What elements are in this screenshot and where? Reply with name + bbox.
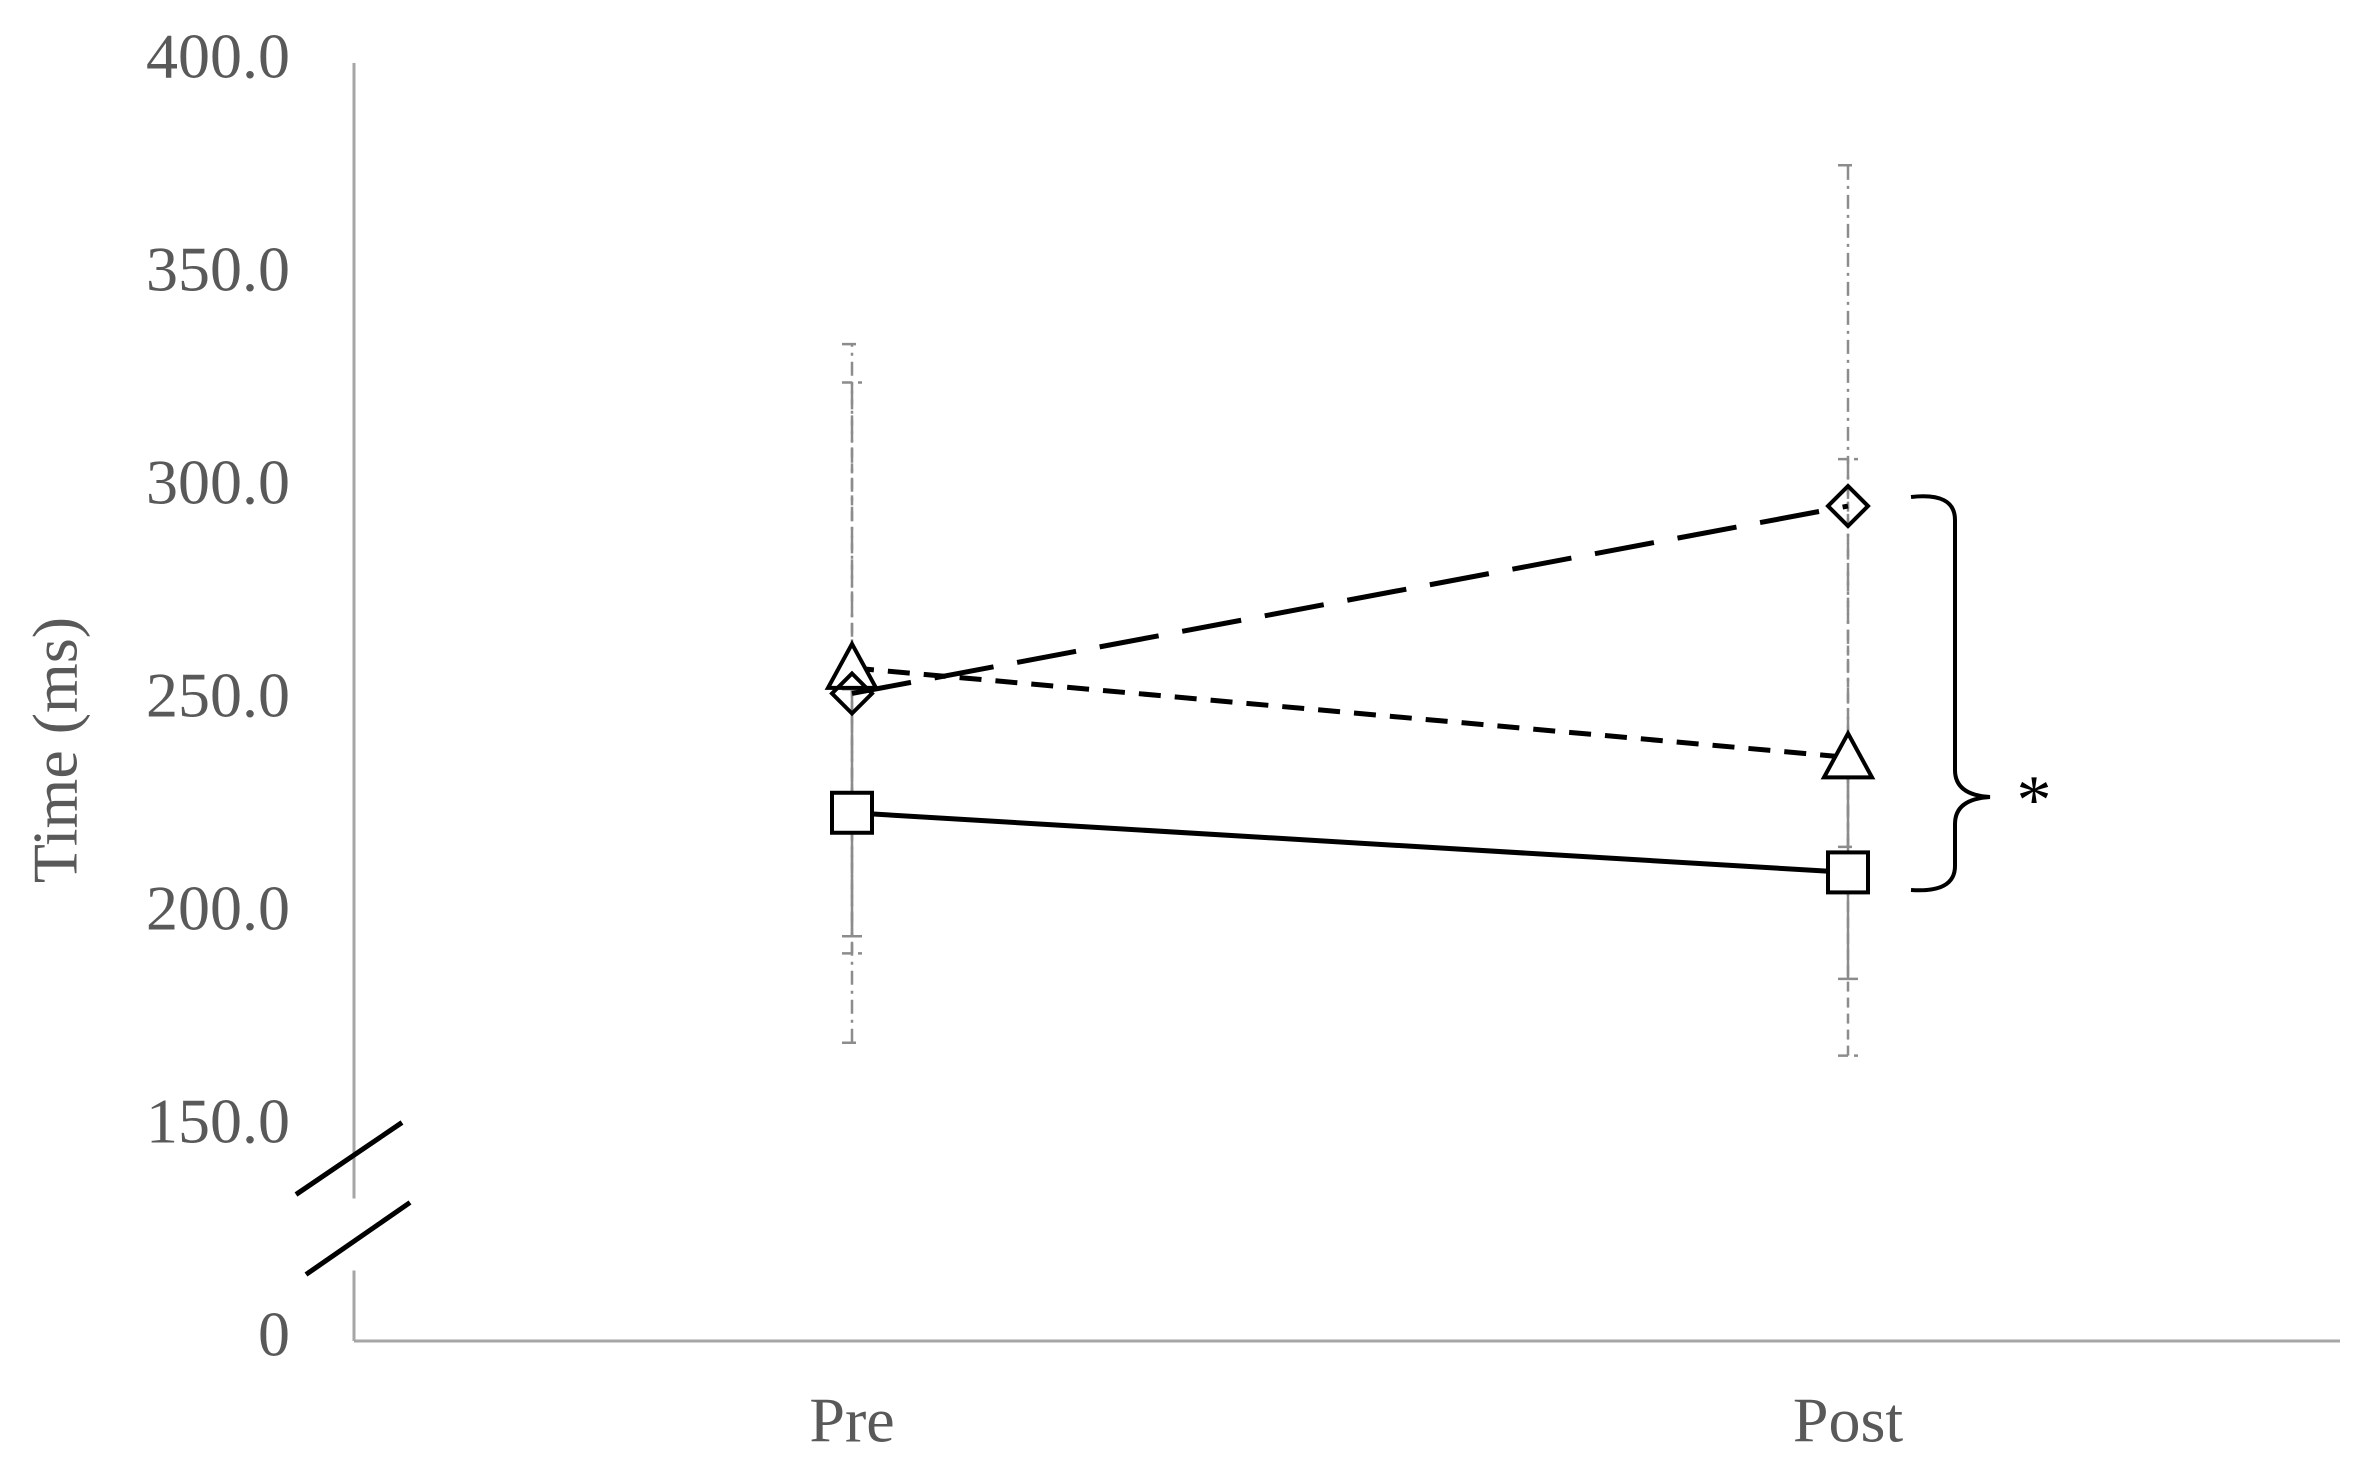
axis-break-mark	[294, 1120, 404, 1197]
y-tick-label: 400.0	[146, 21, 290, 92]
marker	[824, 639, 880, 690]
marker	[830, 790, 874, 835]
y-tick-label: 0	[258, 1299, 290, 1370]
axis-break-mark	[304, 1200, 412, 1277]
y-tick-label: 150.0	[146, 1086, 290, 1157]
y-tick-label: 250.0	[146, 660, 290, 731]
series-line	[851, 810, 1849, 875]
y-tick-label: 300.0	[146, 447, 290, 518]
series-line	[851, 665, 1849, 760]
axis-break-gap	[350, 1198, 358, 1271]
significance-marker: *	[2017, 762, 2052, 839]
marker	[1825, 483, 1871, 529]
marker	[1820, 729, 1876, 780]
marker	[1826, 850, 1870, 895]
x-tick-label: Post	[1793, 1385, 1904, 1456]
marker	[829, 670, 875, 717]
y-tick-label: 200.0	[146, 873, 290, 944]
significance-brace	[1910, 494, 1991, 893]
y-tick-label: 350.0	[146, 234, 290, 305]
y-axis-label: Time (ms)	[20, 617, 91, 883]
x-tick-label: Pre	[809, 1385, 894, 1456]
series-line	[851, 503, 1849, 696]
